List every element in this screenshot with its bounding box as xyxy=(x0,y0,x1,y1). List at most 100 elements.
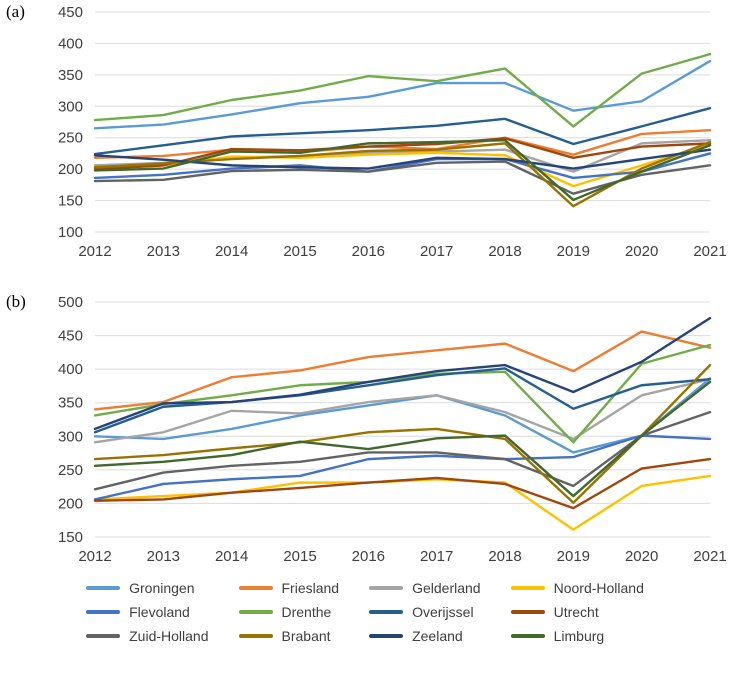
x-tick-label: 2020 xyxy=(625,243,658,260)
series-line-utrecht xyxy=(93,137,712,171)
y-tick-label: 350 xyxy=(58,395,83,412)
legend-item-groningen: Groningen xyxy=(86,580,195,596)
legend-label-overijssel: Overijssel xyxy=(412,604,474,620)
legend: Groningen Friesland Gelderland Noord-Hol… xyxy=(0,580,730,644)
series-line-groningen xyxy=(93,59,712,130)
x-tick-label: 2014 xyxy=(215,548,248,565)
legend-swatch-limburg xyxy=(510,634,545,638)
x-tick-label: 2013 xyxy=(147,243,180,260)
x-tick-label: 2018 xyxy=(488,243,521,260)
series-line-friesland xyxy=(93,128,712,160)
legend-swatch-gelderland xyxy=(369,586,404,590)
y-tick-label: 350 xyxy=(58,67,83,84)
panel-a-label: (a) xyxy=(6,2,25,21)
x-tick-label: 2017 xyxy=(420,243,453,260)
x-tick-label: 2019 xyxy=(557,548,590,565)
y-tick-label: 450 xyxy=(58,4,83,21)
legend-label-friesland: Friesland xyxy=(281,580,340,596)
legend-swatch-zeeland xyxy=(369,634,404,638)
y-tick-label: 200 xyxy=(58,495,83,512)
legend-item-friesland: Friesland xyxy=(238,580,340,596)
series-line-gelderland xyxy=(93,378,712,444)
panel-b-label: (b) xyxy=(6,292,26,311)
x-tick-label: 2016 xyxy=(352,548,385,565)
x-tick-label: 2015 xyxy=(283,243,316,260)
legend-swatch-zuid-holland xyxy=(86,634,121,638)
series-line-drenthe xyxy=(93,52,712,128)
legend-item-zuid-holland: Zuid-Holland xyxy=(86,628,209,644)
series-line-zuid-holland xyxy=(93,160,712,195)
x-tick-label: 2018 xyxy=(488,548,521,565)
x-tick-label: 2016 xyxy=(352,243,385,260)
legend-swatch-utrecht xyxy=(510,610,545,614)
legend-label-utrecht: Utrecht xyxy=(553,604,599,620)
series-line-friesland xyxy=(93,330,712,411)
legend-item-brabant: Brabant xyxy=(238,628,331,644)
series-line-brabant xyxy=(93,363,712,504)
y-tick-label: 150 xyxy=(58,193,83,210)
legend-label-brabant: Brabant xyxy=(281,628,331,644)
legend-label-drenthe: Drenthe xyxy=(281,604,332,620)
legend-label-groningen: Groningen xyxy=(129,580,195,596)
series-line-brabant xyxy=(93,140,712,208)
legend-item-drenthe: Drenthe xyxy=(238,604,332,620)
y-tick-label: 250 xyxy=(58,462,83,479)
x-tick-label: 2013 xyxy=(147,548,180,565)
series-line-flevoland xyxy=(93,434,712,501)
series-line-groningen xyxy=(93,377,712,454)
legend-swatch-brabant xyxy=(238,634,273,638)
x-tick-label: 2015 xyxy=(283,548,316,565)
y-tick-label: 300 xyxy=(58,428,83,445)
y-tick-label: 200 xyxy=(58,161,83,178)
series-line-limburg xyxy=(93,139,712,202)
x-tick-label: 2017 xyxy=(420,548,453,565)
panel-b: (b) 150 200 250 300 350 400 450 500 2012 2013 2014… xyxy=(0,290,730,574)
y-tick-label: 150 xyxy=(58,529,83,546)
panel-a-chart: 100 150 200 250 300 350 400 450 2012 2013 2014 2015… xyxy=(58,4,727,260)
x-tick-label: 2019 xyxy=(557,243,590,260)
legend-label-zuid-holland: Zuid-Holland xyxy=(129,628,209,644)
series-line-noord-holland xyxy=(93,474,712,531)
legend-swatch-noord-holland xyxy=(510,586,545,590)
legend-label-flevoland: Flevoland xyxy=(129,604,190,620)
series-line-zeeland xyxy=(93,148,712,170)
series-line-overijssel xyxy=(93,367,712,434)
legend-item-limburg: Limburg xyxy=(510,628,605,644)
x-tick-label: 2020 xyxy=(625,548,658,565)
legend-item-flevoland: Flevoland xyxy=(86,604,190,620)
legend-swatch-overijssel xyxy=(369,610,404,614)
series-line-zuid-holland xyxy=(93,410,712,491)
y-tick-label: 300 xyxy=(58,98,83,115)
legend-item-utrecht: Utrecht xyxy=(510,604,599,620)
legend-swatch-groningen xyxy=(86,586,121,590)
x-tick-label: 2012 xyxy=(78,548,111,565)
y-tick-label: 250 xyxy=(58,130,83,147)
y-tick-label: 400 xyxy=(58,35,83,52)
panel-b-chart: 150 200 250 300 350 400 450 500 2012 2013 2014 2015… xyxy=(58,294,727,565)
legend-swatch-friesland xyxy=(238,586,273,590)
legend-item-noord-holland: Noord-Holland xyxy=(510,580,644,596)
series-line-drenthe xyxy=(93,343,712,444)
series-line-limburg xyxy=(93,380,712,498)
x-tick-label: 2014 xyxy=(215,243,248,260)
legend-item-zeeland: Zeeland xyxy=(369,628,463,644)
legend-item-overijssel: Overijssel xyxy=(369,604,474,620)
legend-label-zeeland: Zeeland xyxy=(412,628,463,644)
legend-item-gelderland: Gelderland xyxy=(369,580,481,596)
legend-label-noord-holland: Noord-Holland xyxy=(553,580,644,596)
y-tick-label: 500 xyxy=(58,294,83,311)
x-tick-label: 2021 xyxy=(693,243,726,260)
series-line-flevoland xyxy=(93,152,712,180)
x-tick-label: 2012 xyxy=(78,243,111,260)
y-tick-label: 450 xyxy=(58,328,83,345)
y-tick-label: 400 xyxy=(58,361,83,378)
legend-label-limburg: Limburg xyxy=(553,628,605,644)
series-line-overijssel xyxy=(93,106,712,156)
series-line-utrecht xyxy=(93,457,712,510)
y-tick-label: 100 xyxy=(58,224,83,241)
legend-swatch-drenthe xyxy=(238,610,273,614)
panel-a: (a) 100 150 200 250 300 350 400 450 2012 2013 2014… xyxy=(0,0,730,268)
legend-swatch-flevoland xyxy=(86,610,121,614)
x-tick-label: 2021 xyxy=(693,548,726,565)
